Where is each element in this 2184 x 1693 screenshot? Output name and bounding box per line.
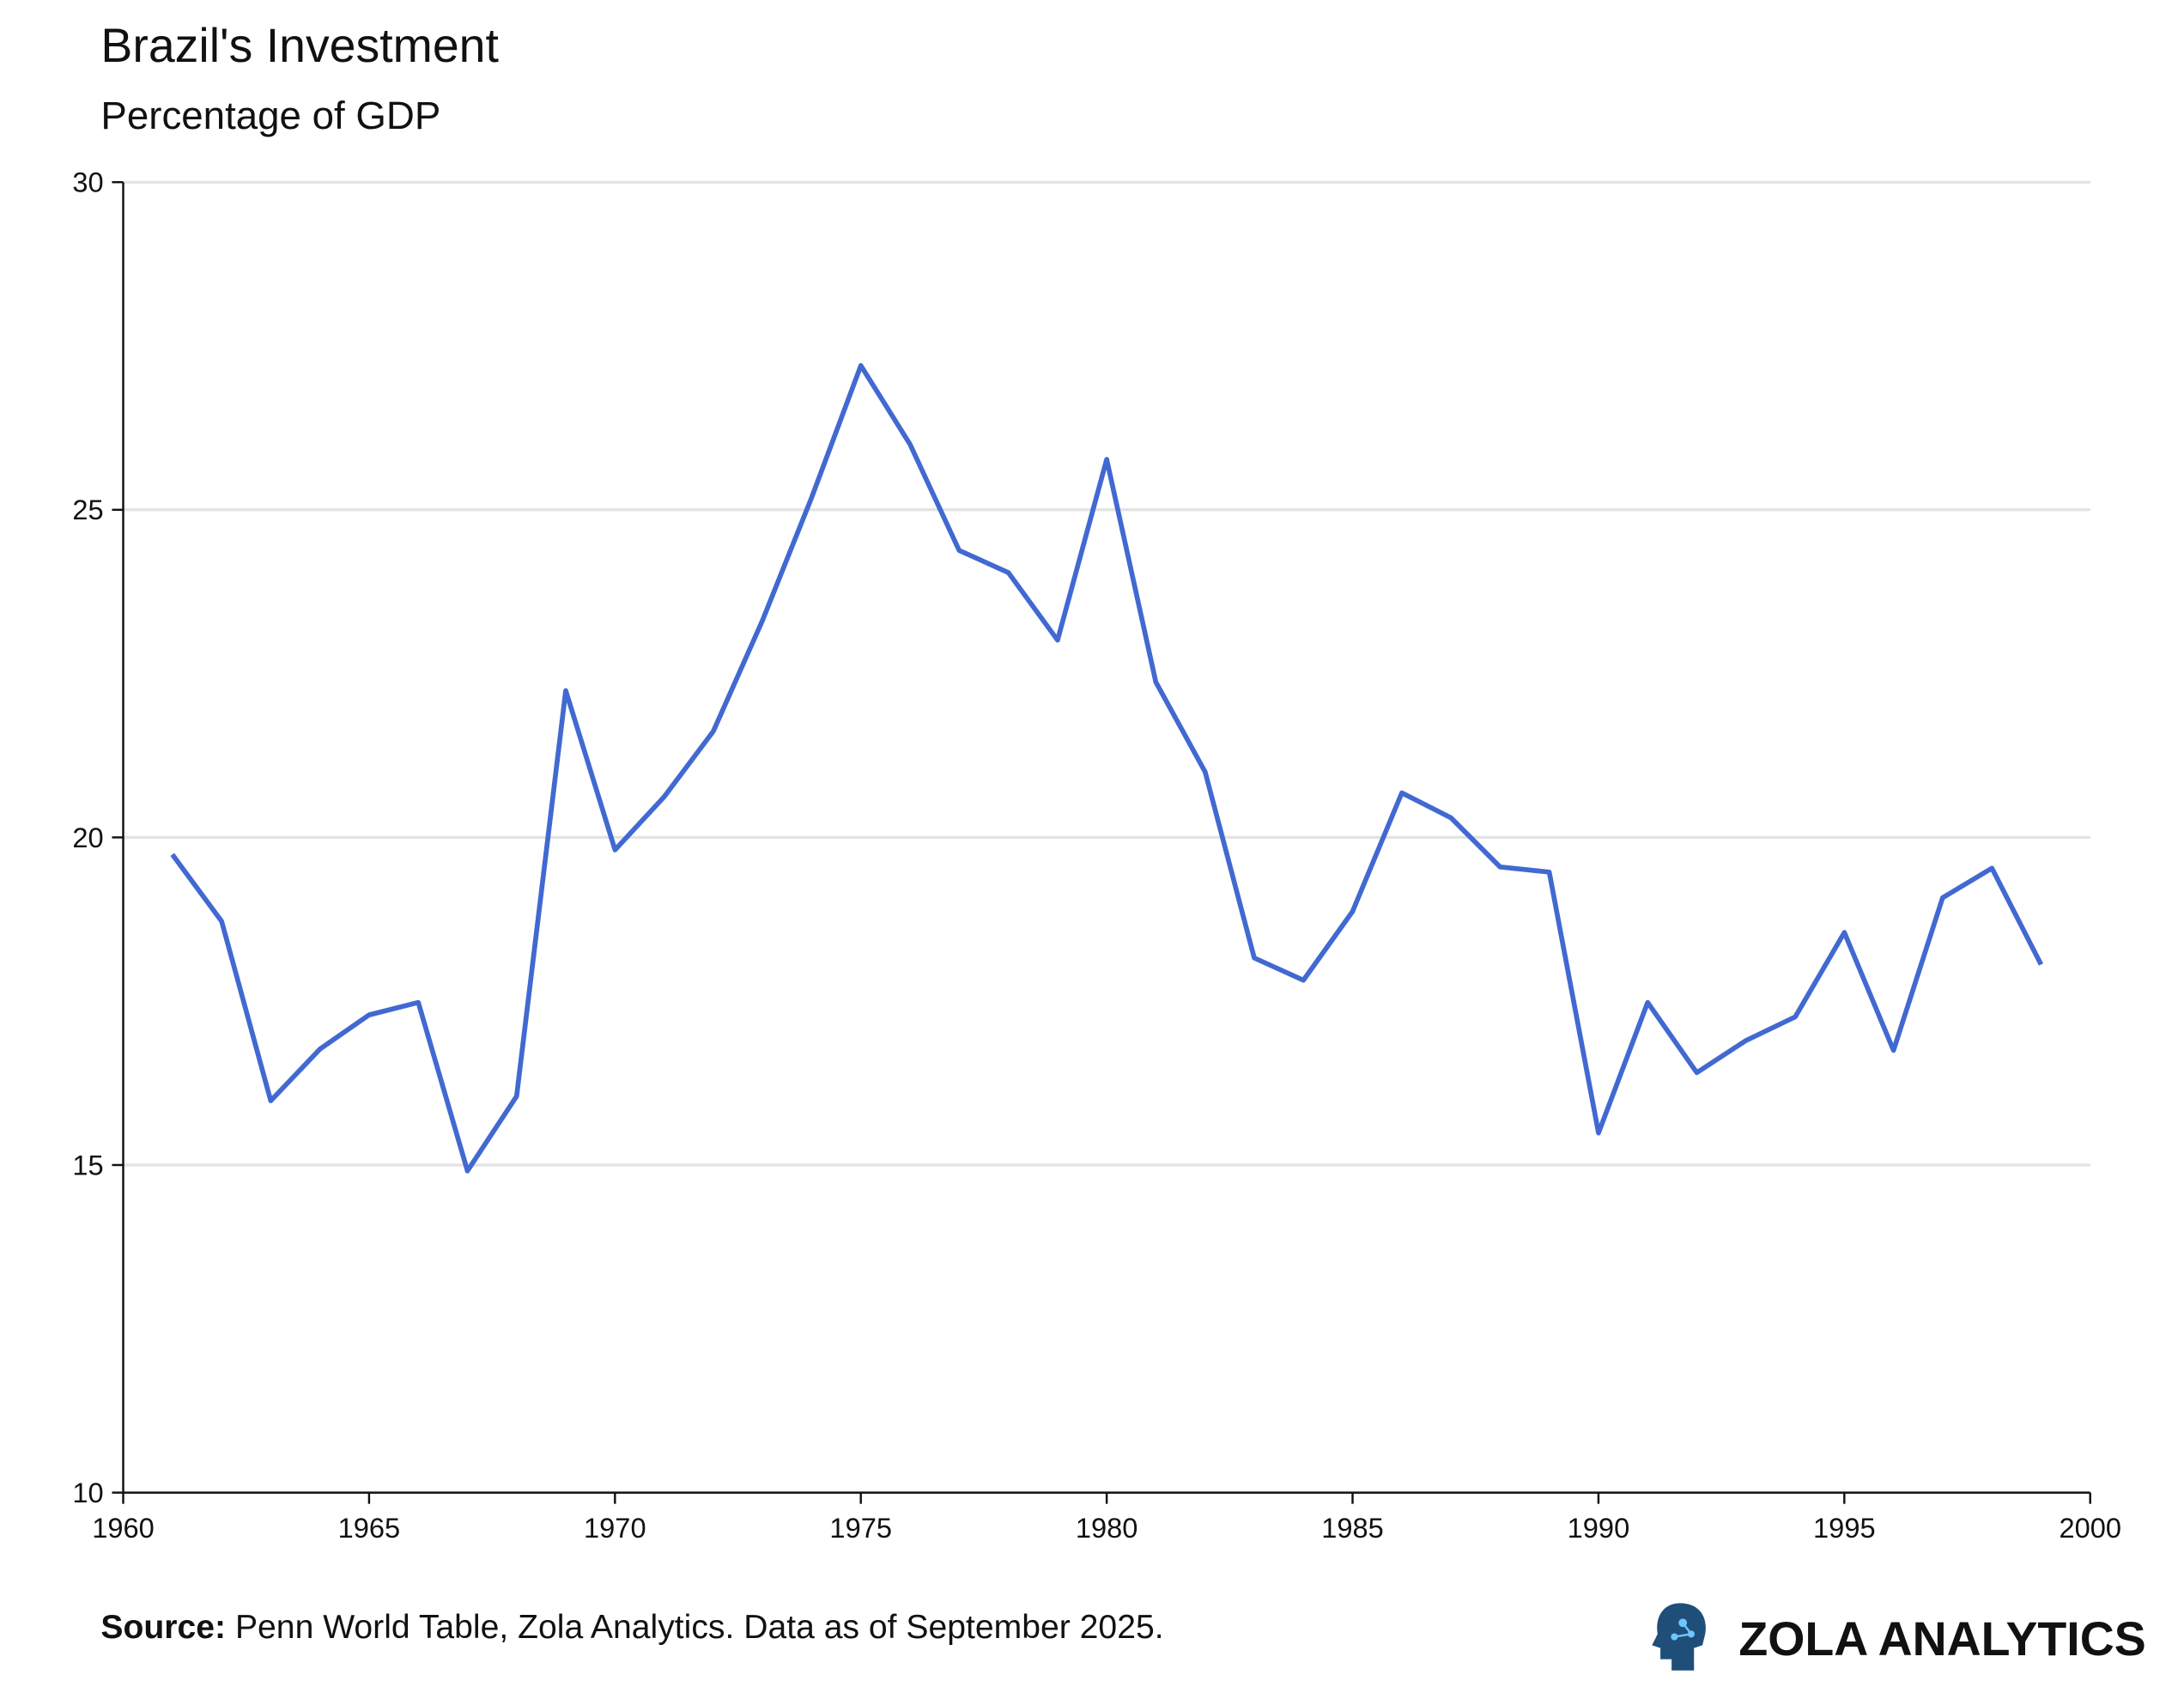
axes: 10 15 20 25 30 1960 1965 1970 1975 1980 1985 1990 19… [72, 167, 2121, 1544]
y-tick-label: 15 [72, 1149, 103, 1180]
source-note: Source: Penn World Table, Zola Analytics… [100, 1609, 1163, 1646]
y-tick-label: 20 [72, 822, 103, 853]
brand-name: ZOLA ANALYTICS [1738, 1612, 2145, 1666]
x-tick-label: 1965 [338, 1512, 401, 1544]
series [170, 362, 2044, 1174]
investment-line [170, 362, 2044, 1174]
head-circuit-icon [1652, 1603, 1706, 1671]
x-tick-label: 1990 [1568, 1512, 1630, 1544]
y-tick-label: 10 [72, 1477, 103, 1508]
x-tick-label: 2000 [2059, 1512, 2121, 1544]
gridlines [123, 180, 2090, 1167]
y-tick-label: 25 [72, 494, 103, 525]
chart-subtitle: Percentage of GDP [100, 94, 440, 137]
x-tick-label: 1975 [829, 1512, 892, 1544]
source-label: Source: [100, 1609, 226, 1646]
x-tick-label: 1960 [92, 1512, 155, 1544]
source-text: Penn World Table, Zola Analytics. Data a… [226, 1609, 1163, 1646]
chart-title: Brazil's Investment [100, 19, 498, 72]
x-tick-label: 1980 [1076, 1512, 1138, 1544]
x-tick-label: 1995 [1813, 1512, 1876, 1544]
x-tick-label: 1970 [584, 1512, 646, 1544]
x-tick-label: 1985 [1321, 1512, 1384, 1544]
y-tick-label: 30 [72, 167, 103, 198]
